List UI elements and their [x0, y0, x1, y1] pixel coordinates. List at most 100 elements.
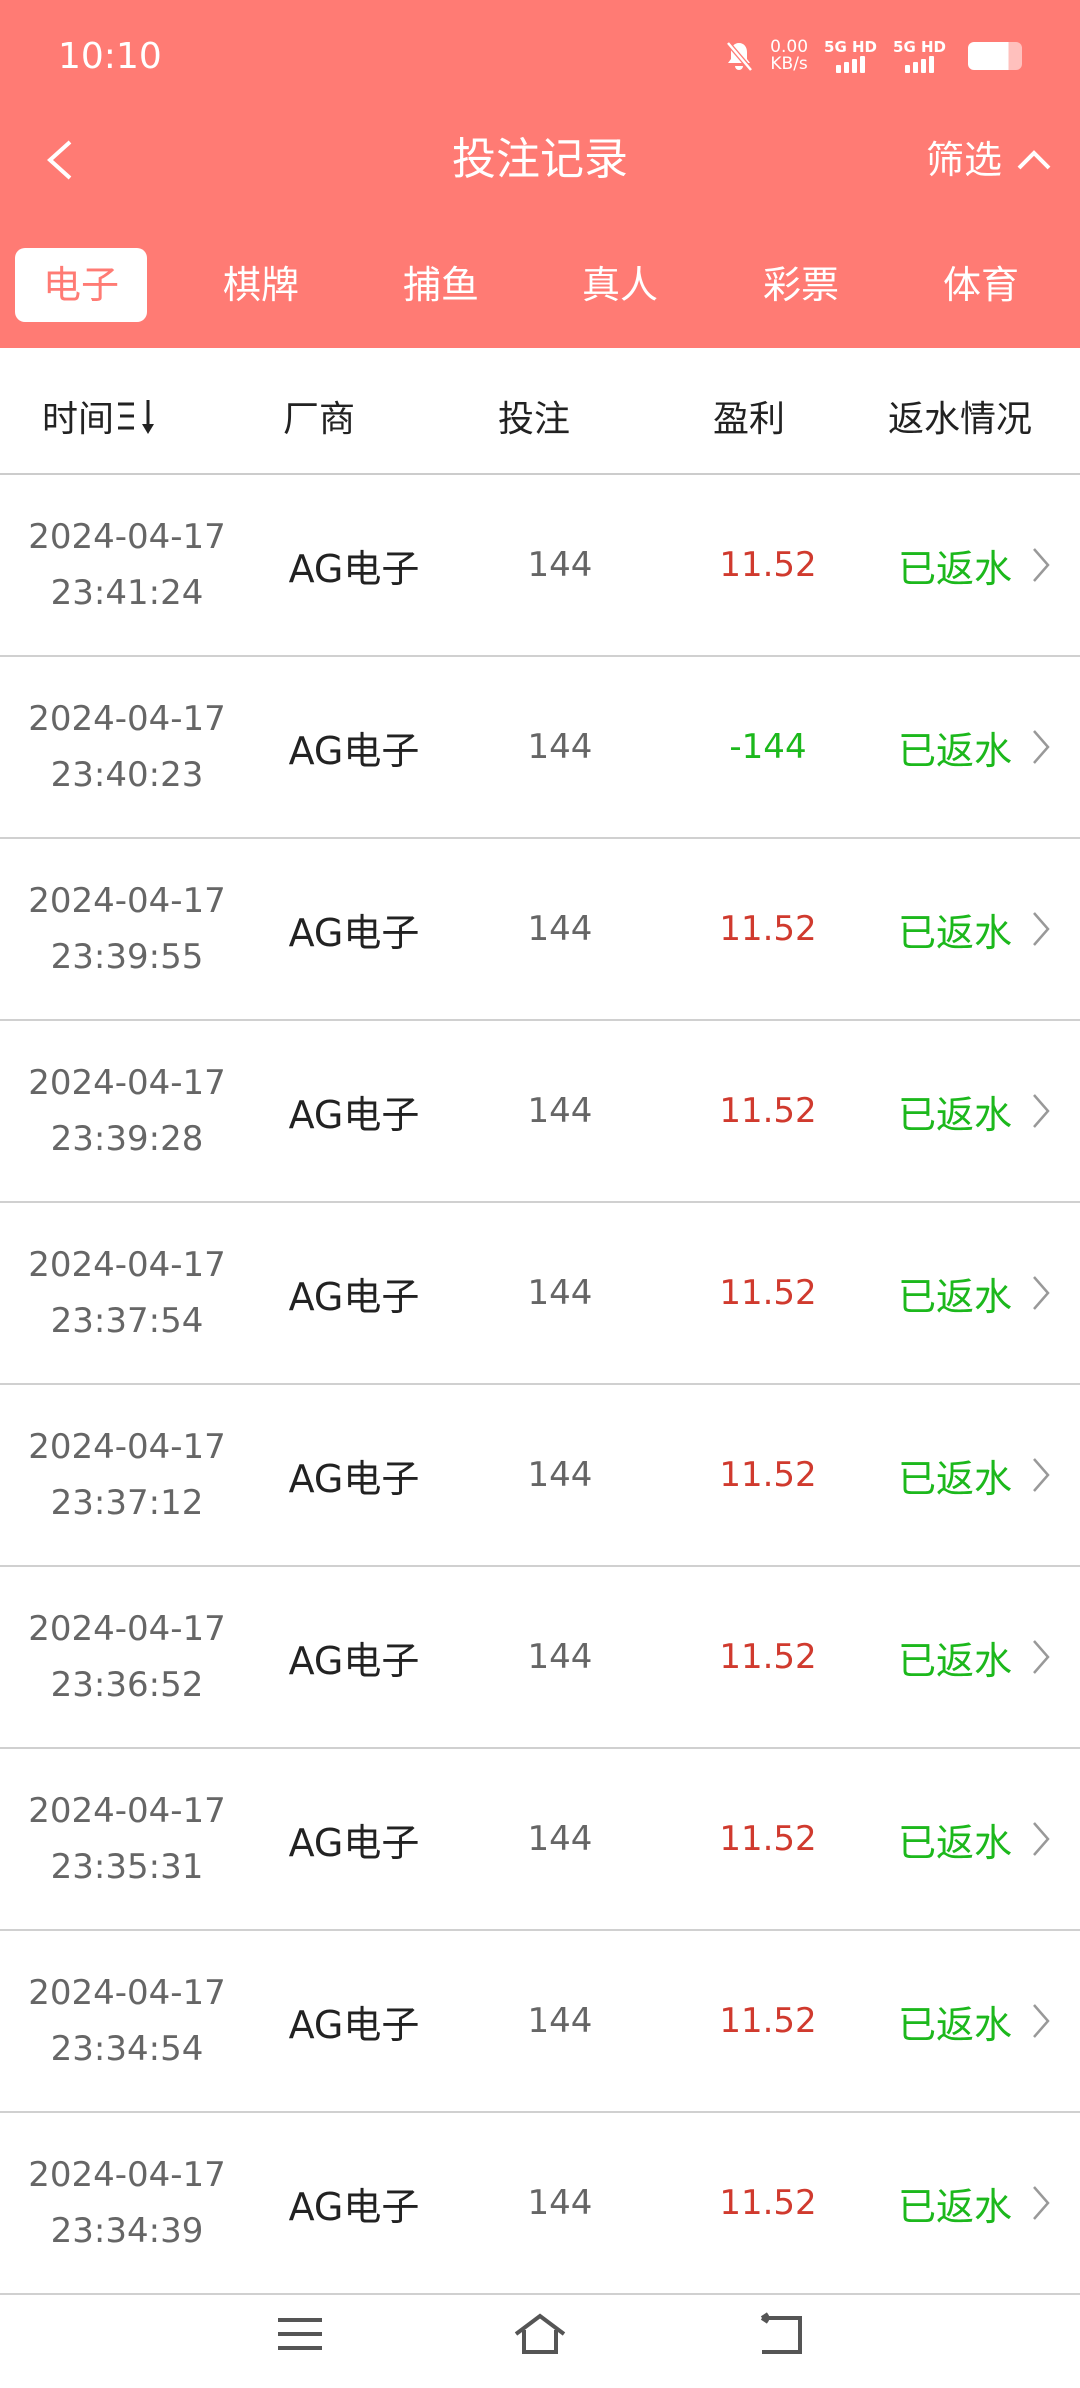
table-row[interactable]: 2024-04-17 23:36:52 AG电子 144 11.52 已返水 — [0, 1567, 1080, 1749]
rebate-status[interactable]: 已返水 — [897, 728, 1012, 773]
chevron-right-icon[interactable] — [1030, 1567, 1052, 1747]
chevron-up-icon — [1017, 150, 1051, 170]
chevron-right-icon[interactable] — [1030, 1203, 1052, 1383]
bet-time: 23:36:52 — [50, 1665, 204, 1705]
chevron-right-icon[interactable] — [1030, 475, 1052, 655]
bet-date: 2024-04-17 — [28, 1245, 226, 1285]
bell-off-icon — [726, 40, 754, 72]
table-row[interactable]: 2024-04-17 23:41:24 AG电子 144 11.52 已返水 — [0, 475, 1080, 657]
signal-sim2: 5G HD — [893, 38, 946, 73]
rebate-status[interactable]: 已返水 — [897, 2184, 1012, 2229]
profit: 11.52 — [719, 1455, 817, 1495]
vendor: AG电子 — [288, 1638, 420, 1683]
rebate-status[interactable]: 已返水 — [897, 910, 1012, 955]
column-vendor: 厂商 — [283, 399, 356, 440]
bet-amount: 144 — [527, 1637, 593, 1677]
sim1-label: 5G HD — [824, 38, 878, 56]
chevron-right-icon[interactable] — [1030, 657, 1052, 837]
table-row[interactable]: 2024-04-17 23:39:28 AG电子 144 11.52 已返水 — [0, 1021, 1080, 1203]
table-row[interactable]: 2024-04-17 23:35:31 AG电子 144 11.52 已返水 — [0, 1749, 1080, 1931]
table-row[interactable]: 2024-04-17 23:34:39 AG电子 144 11.52 已返水 — [0, 2113, 1080, 2295]
table-row[interactable]: 2024-04-17 23:34:54 AG电子 144 11.52 已返水 — [0, 1931, 1080, 2113]
chevron-right-icon[interactable] — [1030, 1385, 1052, 1565]
rebate-status[interactable]: 已返水 — [897, 1274, 1012, 1319]
speed-value: 0.00 — [770, 36, 809, 57]
signal-icon — [836, 56, 866, 73]
rebate-status[interactable]: 已返水 — [897, 2002, 1012, 2047]
chevron-right-icon[interactable] — [1030, 1931, 1052, 2111]
filter-button[interactable]: 筛选 — [926, 130, 1052, 190]
bet-date: 2024-04-17 — [28, 517, 226, 557]
signal-icon — [905, 56, 934, 73]
table-row[interactable]: 2024-04-17 23:40:23 AG电子 144 -144 已返水 — [0, 657, 1080, 839]
column-profit: 盈利 — [713, 399, 786, 440]
chevron-right-icon[interactable] — [1030, 839, 1052, 1019]
tab-sports[interactable]: 体育 — [942, 263, 1019, 307]
bet-time: 23:34:39 — [50, 2211, 204, 2251]
bet-date: 2024-04-17 — [28, 1063, 226, 1103]
tab-live[interactable]: 真人 — [581, 263, 658, 307]
vendor: AG电子 — [288, 546, 420, 591]
bet-datetime: 2024-04-17 23:34:39 — [0, 2113, 254, 2293]
profit: 11.52 — [719, 1819, 817, 1859]
bet-amount: 144 — [527, 1819, 593, 1859]
category-tabs: 电子 棋牌 捕鱼 真人 彩票 体育 — [0, 248, 1080, 322]
column-rebate: 返水情况 — [888, 399, 1033, 440]
chevron-right-icon[interactable] — [1030, 1749, 1052, 1929]
status-icons: 0.00 KB/s 5G HD 5G HD — [724, 38, 1022, 73]
bet-datetime: 2024-04-17 23:34:54 — [0, 1931, 254, 2111]
bet-time: 23:40:23 — [50, 755, 204, 795]
bet-datetime: 2024-04-17 23:35:31 — [0, 1749, 254, 1929]
bet-time: 23:37:54 — [50, 1301, 204, 1341]
bet-date: 2024-04-17 — [28, 1791, 226, 1831]
profit: 11.52 — [719, 1637, 817, 1677]
column-bet: 投注 — [498, 399, 571, 440]
bet-amount: 144 — [527, 545, 593, 585]
bet-datetime: 2024-04-17 23:36:52 — [0, 1567, 254, 1747]
sim2-label: 5G HD — [893, 38, 946, 56]
bet-time: 23:34:54 — [50, 2029, 204, 2069]
table-row[interactable]: 2024-04-17 23:37:54 AG电子 144 11.52 已返水 — [0, 1203, 1080, 1385]
home-icon[interactable] — [512, 2312, 568, 2360]
tab-chess-cards[interactable]: 棋牌 — [222, 263, 299, 307]
bet-date: 2024-04-17 — [28, 881, 226, 921]
chevron-right-icon[interactable] — [1030, 1021, 1052, 1201]
rebate-status[interactable]: 已返水 — [897, 1092, 1012, 1137]
bet-time: 23:37:12 — [50, 1483, 204, 1523]
profit: 11.52 — [719, 2001, 817, 2041]
speed-unit: KB/s — [770, 53, 808, 74]
bet-amount: 144 — [527, 909, 593, 949]
bet-datetime: 2024-04-17 23:39:55 — [0, 839, 254, 1019]
vendor: AG电子 — [288, 1274, 420, 1319]
tab-fishing[interactable]: 捕鱼 — [402, 263, 479, 307]
chevron-right-icon[interactable] — [1030, 2113, 1052, 2293]
rebate-status[interactable]: 已返水 — [897, 1638, 1012, 1683]
profit: 11.52 — [719, 1091, 817, 1131]
back-icon[interactable] — [756, 2312, 806, 2360]
vendor: AG电子 — [288, 1456, 420, 1501]
table-row[interactable]: 2024-04-17 23:39:55 AG电子 144 11.52 已返水 — [0, 839, 1080, 1021]
bet-amount: 144 — [527, 2001, 593, 2041]
vendor: AG电子 — [288, 728, 420, 773]
profit: 11.52 — [719, 909, 817, 949]
bet-datetime: 2024-04-17 23:40:23 — [0, 657, 254, 837]
page-title: 投注记录 — [452, 134, 628, 185]
tab-electronic[interactable]: 电子 — [15, 248, 147, 322]
bet-time: 23:39:28 — [50, 1119, 204, 1159]
table-row[interactable]: 2024-04-17 23:37:12 AG电子 144 11.52 已返水 — [0, 1385, 1080, 1567]
chevron-left-icon[interactable] — [40, 130, 84, 190]
tab-lottery[interactable]: 彩票 — [762, 263, 839, 307]
bet-time: 23:35:31 — [50, 1847, 204, 1887]
vendor: AG电子 — [288, 1092, 420, 1137]
column-time[interactable]: 时间 — [42, 390, 160, 442]
bet-time: 23:39:55 — [50, 937, 204, 977]
bet-amount: 144 — [527, 2183, 593, 2223]
bet-date: 2024-04-17 — [28, 1973, 226, 2013]
profit: 11.52 — [719, 545, 817, 585]
bet-datetime: 2024-04-17 23:37:12 — [0, 1385, 254, 1565]
rebate-status[interactable]: 已返水 — [897, 546, 1012, 591]
rebate-status[interactable]: 已返水 — [897, 1820, 1012, 1865]
bet-date: 2024-04-17 — [28, 1427, 226, 1467]
menu-icon[interactable] — [276, 2312, 324, 2360]
rebate-status[interactable]: 已返水 — [897, 1456, 1012, 1501]
